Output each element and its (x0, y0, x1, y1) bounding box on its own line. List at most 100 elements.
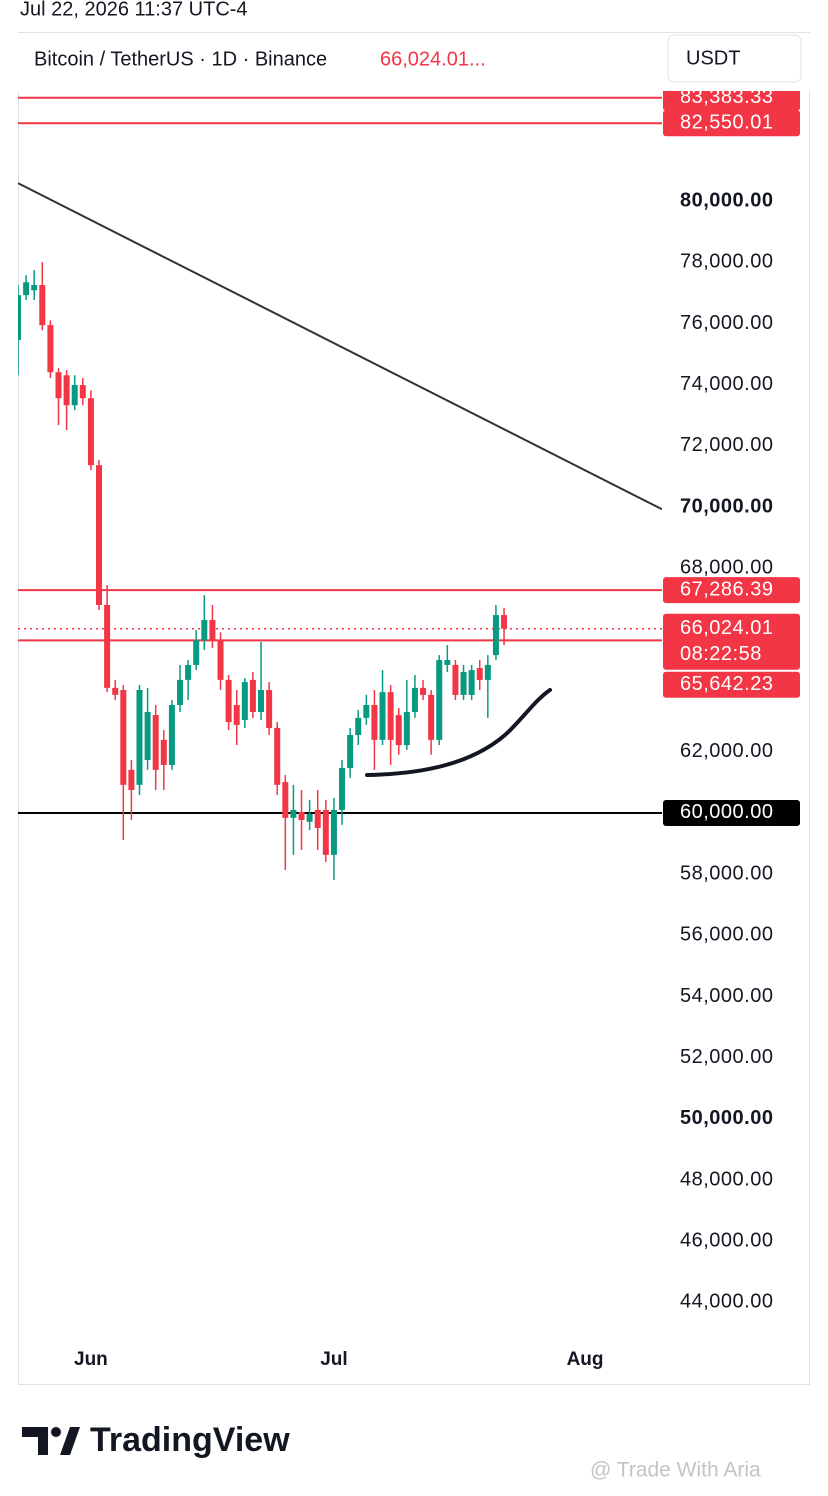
candle-body (193, 640, 200, 665)
candle-body (379, 692, 386, 740)
candle-body (152, 715, 159, 770)
y-tick-label: 56,000.00 (680, 924, 773, 946)
y-tick-label: 68,000.00 (680, 557, 773, 579)
candle-body (201, 619, 208, 641)
candle-body (87, 398, 94, 466)
drawn-curve (365, 688, 552, 777)
candle-body (217, 640, 224, 680)
candle-body (249, 679, 256, 713)
candle-body (266, 690, 273, 728)
candle-body (225, 679, 232, 723)
level-box (663, 799, 800, 826)
candle-body (112, 687, 119, 695)
candle-body (395, 715, 402, 746)
currency-button[interactable] (667, 34, 802, 83)
candle-body (31, 285, 38, 291)
candle-body (411, 687, 418, 713)
candle-body (468, 670, 475, 695)
candle-body (501, 615, 508, 629)
y-tick-label: 44,000.00 (680, 1291, 773, 1313)
y-tick-label: 58,000.00 (680, 862, 773, 884)
y-tick-label: 48,000.00 (680, 1168, 773, 1190)
candle-body (282, 782, 289, 818)
candle-body (241, 682, 248, 720)
candle-body (371, 704, 378, 740)
level-box (663, 84, 800, 111)
candle-body (322, 809, 329, 855)
candle-body (177, 679, 184, 705)
candle-body (355, 717, 362, 735)
candle-body (428, 694, 435, 740)
candle-body (18, 295, 21, 341)
candle-body (128, 769, 135, 791)
candle-body (339, 768, 346, 810)
candle-body (363, 704, 370, 718)
currency-label[interactable]: USDT (686, 47, 740, 69)
candle-body (492, 615, 499, 656)
countdown-label: 08:22:58 (680, 643, 762, 665)
candle-body (298, 812, 305, 820)
y-tick-label: 70,000.00 (680, 495, 773, 517)
timestamp: Jul 22, 2026 11:37 UTC-4 (20, 0, 248, 20)
candle-body (290, 809, 297, 818)
y-tick-label: 74,000.00 (680, 373, 773, 395)
candle-body (330, 809, 337, 855)
candle-body (436, 660, 443, 740)
candle-body (39, 285, 46, 326)
level-box (663, 671, 800, 698)
candle-body (444, 660, 451, 665)
candle-body (274, 727, 281, 785)
candle-body (403, 712, 410, 746)
candle-body (258, 690, 265, 713)
candle-body (233, 704, 240, 725)
candle-body (63, 375, 70, 406)
level-label: 82,550.01 (680, 112, 773, 134)
candle-body (476, 667, 483, 680)
trend-line (18, 182, 662, 511)
candle-body (387, 692, 394, 740)
y-tick-label: 54,000.00 (680, 985, 773, 1007)
level-label: 83,383.33 (680, 86, 773, 108)
candle-body (209, 619, 216, 641)
candle-body (160, 739, 167, 765)
level-box (663, 577, 800, 604)
y-tick-label: 50,000.00 (680, 1107, 773, 1129)
candle-body (185, 664, 192, 680)
plot-area (18, 96, 662, 880)
watermark: @ Trade With Aria (590, 1459, 761, 1482)
candle-body (306, 813, 313, 822)
candle-body (104, 604, 111, 688)
candle-body (79, 385, 86, 399)
candle-body (460, 671, 467, 695)
candle-body (347, 734, 354, 769)
y-tick-label: 46,000.00 (680, 1229, 773, 1251)
header-price: 66,024.01... (380, 48, 486, 70)
candle-body (314, 809, 321, 828)
y-tick-label: 78,000.00 (680, 251, 773, 273)
x-tick-label: Aug (567, 1349, 604, 1370)
chart-title: Bitcoin / TetherUS · 1D · Binance (34, 48, 327, 70)
candle-body (452, 664, 459, 695)
y-tick-label: 62,000.00 (680, 740, 773, 762)
x-tick-label: Jun (74, 1349, 108, 1370)
candle-body (120, 690, 127, 785)
candle-body (144, 712, 151, 761)
last-price-label: 66,024.01 (680, 617, 773, 639)
y-tick-label: 52,000.00 (680, 1046, 773, 1068)
y-tick-label: 76,000.00 (680, 312, 773, 334)
candle-body (168, 704, 175, 765)
tradingview-logo (22, 1427, 80, 1455)
candle-body (71, 385, 78, 406)
candle-body (420, 687, 427, 695)
candle-body (96, 465, 103, 605)
y-tick-label: 80,000.00 (680, 190, 773, 212)
x-tick-label: Jul (320, 1349, 347, 1370)
brand-name: TradingView (90, 1421, 290, 1459)
level-label: 65,642.23 (680, 673, 773, 695)
price-axis: 44,000.00 46,000.00 48,000.00 50,000.00 52,0… (663, 84, 800, 1313)
level-box (663, 110, 800, 137)
candle-body (136, 690, 143, 785)
level-label: 60,000.00 (680, 801, 773, 823)
last-price-box (663, 613, 800, 670)
